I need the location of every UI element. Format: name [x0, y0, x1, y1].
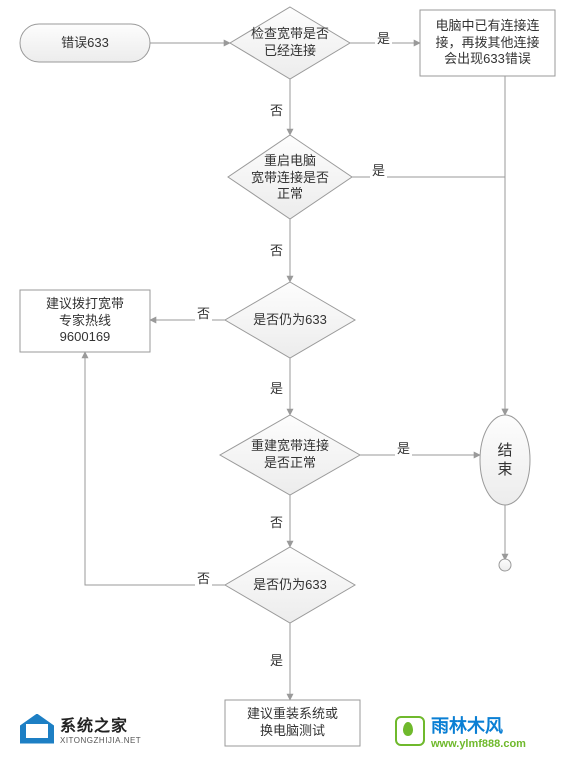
wm-left-title: 系统之家 [60, 712, 141, 736]
edge-label: 否 [268, 240, 285, 259]
edge-label: 是 [268, 378, 285, 397]
watermark-left: 系统之家 XITONGZHIJIA.NET [20, 712, 141, 745]
wm-left-subtitle: XITONGZHIJIA.NET [60, 736, 141, 745]
edge-label: 否 [268, 100, 285, 119]
edge-label: 是 [370, 160, 387, 179]
edge-label: 否 [195, 303, 212, 322]
leaf-icon [395, 716, 425, 746]
edge-label: 是 [375, 28, 392, 47]
watermark-right: 雨林木风 www.ylmf888.com [395, 712, 526, 750]
wm-right-url: www.ylmf888.com [431, 738, 526, 750]
house-icon [20, 714, 54, 744]
wm-right-title: 雨林木风 [431, 712, 526, 738]
edge-label: 是 [268, 650, 285, 669]
edge-label: 否 [195, 568, 212, 587]
edge-label: 是 [395, 438, 412, 457]
edge-label: 否 [268, 512, 285, 531]
